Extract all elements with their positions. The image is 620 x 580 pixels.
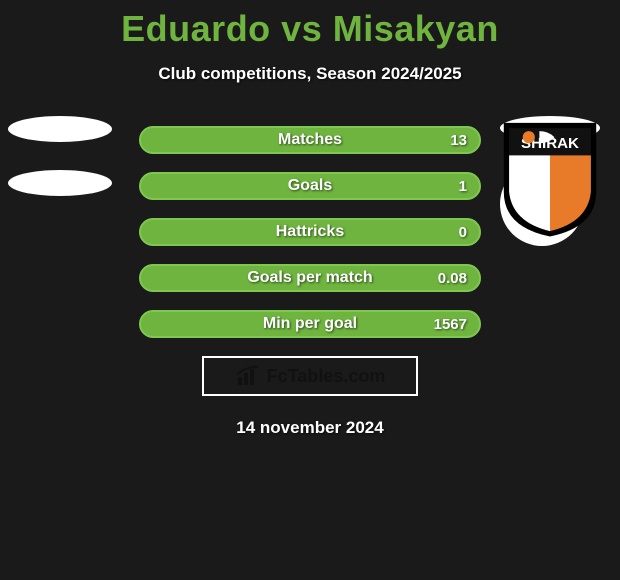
stat-label: Min per goal <box>141 315 479 333</box>
bar-chart-icon <box>235 365 263 387</box>
stat-label: Matches <box>141 131 479 149</box>
left-club-badge-placeholder <box>8 170 112 196</box>
stat-row-min-per-goal: Min per goal 1567 <box>139 310 481 338</box>
brand-attribution[interactable]: FcTables.com <box>202 356 418 396</box>
shirak-badge-icon: SHIRAK <box>500 162 584 237</box>
date-label: 14 november 2024 <box>0 418 620 438</box>
stat-row-matches: Matches 13 <box>139 126 481 154</box>
subtitle: Club competitions, Season 2024/2025 <box>0 64 620 84</box>
stat-right-value: 0 <box>459 224 467 241</box>
stat-right-value: 13 <box>450 132 467 149</box>
stat-row-goals: Goals 1 <box>139 172 481 200</box>
stat-label: Goals per match <box>141 269 479 287</box>
stat-row-hattricks: Hattricks 0 <box>139 218 481 246</box>
stat-label: Hattricks <box>141 223 479 241</box>
stat-label: Goals <box>141 177 479 195</box>
stat-right-value: 0.08 <box>438 270 467 287</box>
stat-right-value: 1 <box>459 178 467 195</box>
right-avatar-column: SHIRAK <box>500 116 600 246</box>
left-player-avatar-placeholder <box>8 116 112 142</box>
brand-text-b: Tables <box>288 366 344 387</box>
left-avatar-column <box>8 116 112 224</box>
brand-text-a: Fc <box>267 366 288 387</box>
stat-rows: Matches 13 Goals 1 Hattricks 0 Goals per… <box>139 124 481 338</box>
stat-right-value: 1567 <box>434 316 467 333</box>
page-title: Eduardo vs Misakyan <box>0 0 620 50</box>
brand-text: FcTables.com <box>267 366 386 387</box>
stat-row-goals-per-match: Goals per match 0.08 <box>139 264 481 292</box>
comparison-panel: SHIRAK Matches 13 Goals 1 Hattricks 0 <box>0 124 620 438</box>
right-club-badge: SHIRAK <box>500 162 584 246</box>
brand-text-c: .com <box>343 366 385 387</box>
